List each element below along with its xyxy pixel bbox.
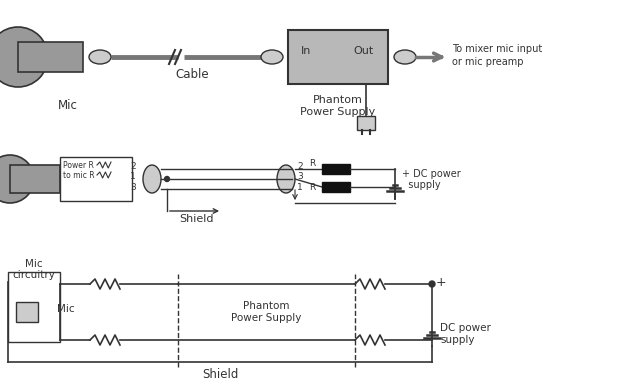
Text: +: + bbox=[436, 276, 447, 289]
Text: Phantom: Phantom bbox=[313, 95, 363, 105]
Circle shape bbox=[0, 155, 34, 203]
Text: supply: supply bbox=[440, 335, 475, 345]
Text: Mic: Mic bbox=[25, 259, 43, 269]
Bar bbox=[18, 42, 83, 72]
Text: 1: 1 bbox=[297, 183, 303, 192]
Text: 2: 2 bbox=[130, 162, 136, 171]
Text: In: In bbox=[301, 46, 311, 56]
Text: R: R bbox=[309, 183, 315, 192]
Text: Mic: Mic bbox=[57, 304, 75, 314]
Bar bbox=[8, 272, 60, 342]
Circle shape bbox=[164, 176, 169, 181]
Bar bbox=[16, 302, 38, 322]
Text: 2: 2 bbox=[297, 162, 303, 171]
Text: Phantom: Phantom bbox=[243, 301, 289, 311]
Text: to mic R: to mic R bbox=[63, 171, 95, 180]
Bar bbox=[357, 116, 375, 130]
Text: Power Supply: Power Supply bbox=[231, 313, 301, 323]
Text: 3: 3 bbox=[297, 172, 303, 180]
Text: Shield: Shield bbox=[202, 368, 238, 381]
Text: 3: 3 bbox=[130, 183, 136, 192]
Text: Power R: Power R bbox=[63, 160, 94, 169]
Text: Shield: Shield bbox=[180, 214, 214, 224]
Bar bbox=[288, 30, 388, 84]
Text: DC power: DC power bbox=[440, 323, 491, 333]
Ellipse shape bbox=[277, 165, 295, 193]
Bar bbox=[60, 157, 132, 201]
Text: Out: Out bbox=[354, 46, 374, 56]
Text: + DC power: + DC power bbox=[402, 169, 461, 179]
Text: Cable: Cable bbox=[175, 67, 209, 80]
Text: supply: supply bbox=[402, 180, 440, 190]
Bar bbox=[10, 165, 60, 193]
Text: Mic: Mic bbox=[58, 98, 78, 111]
Ellipse shape bbox=[394, 50, 416, 64]
Text: Power Supply: Power Supply bbox=[300, 107, 376, 117]
Circle shape bbox=[0, 27, 48, 87]
Text: 1: 1 bbox=[130, 172, 136, 180]
Text: To mixer mic input: To mixer mic input bbox=[452, 44, 542, 54]
Ellipse shape bbox=[143, 165, 161, 193]
Ellipse shape bbox=[261, 50, 283, 64]
Ellipse shape bbox=[89, 50, 111, 64]
Text: circuitry: circuitry bbox=[12, 270, 55, 280]
Text: R: R bbox=[309, 158, 315, 167]
Circle shape bbox=[429, 281, 435, 287]
Bar bbox=[322, 182, 350, 192]
Text: or mic preamp: or mic preamp bbox=[452, 57, 523, 67]
Bar bbox=[322, 164, 350, 174]
